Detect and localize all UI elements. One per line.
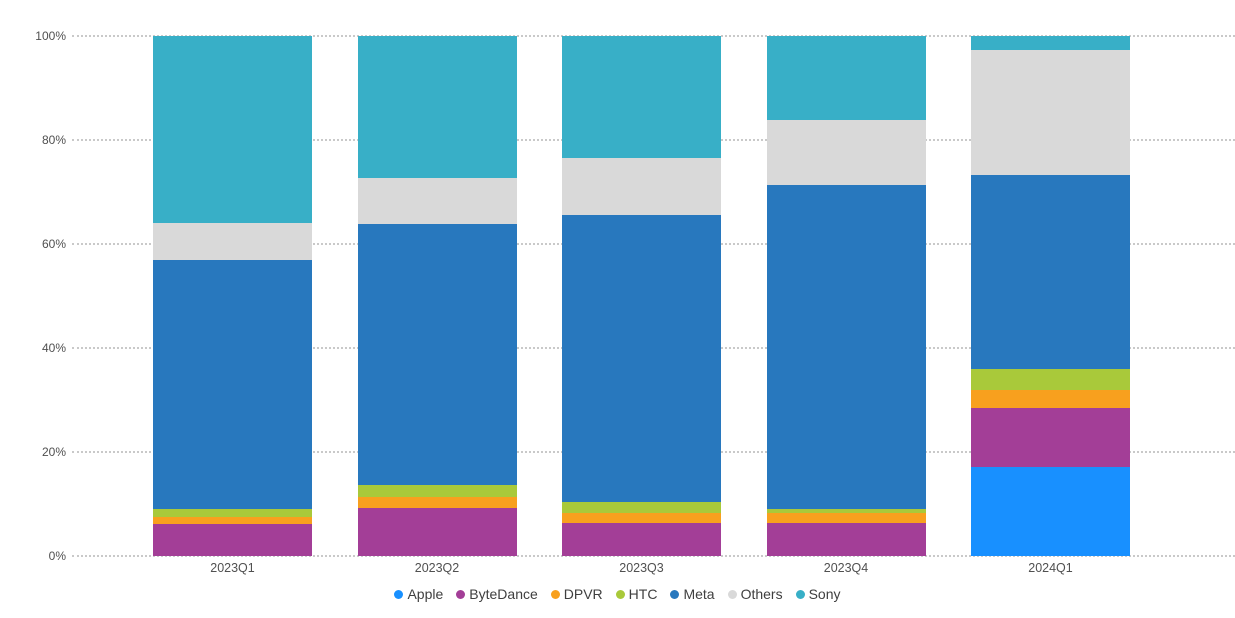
segment-htc-2024Q1[interactable] <box>971 369 1130 391</box>
legend-label: DPVR <box>563 586 603 602</box>
segment-dpvr-2023Q1[interactable] <box>153 517 312 525</box>
segment-htc-2023Q3[interactable] <box>562 502 721 514</box>
segment-sony-2023Q3[interactable] <box>562 36 721 158</box>
segment-sony-2023Q2[interactable] <box>357 36 517 178</box>
segment-meta-2023Q1[interactable] <box>153 259 312 510</box>
bar-2023Q2 <box>357 36 517 556</box>
segment-meta-2023Q3[interactable] <box>562 214 721 503</box>
legend-dot-bytedance <box>456 589 466 599</box>
segment-others-2023Q2[interactable] <box>357 178 517 224</box>
legend-item-bytedance[interactable]: ByteDance <box>456 586 538 602</box>
segment-apple-2024Q1[interactable] <box>971 467 1130 556</box>
bar-2023Q4 <box>766 36 926 556</box>
legend-item-meta[interactable]: Meta <box>670 586 715 602</box>
x-tick-label-2023Q4: 2023Q4 <box>823 561 869 575</box>
legend-label: Meta <box>683 586 715 602</box>
segment-sony-2023Q1[interactable] <box>153 36 312 224</box>
y-tick-label: 40% <box>41 341 66 355</box>
segment-others-2023Q3[interactable] <box>562 157 721 215</box>
segment-bytedance-2023Q2[interactable] <box>357 507 517 556</box>
segment-sony-2024Q1[interactable] <box>971 36 1130 51</box>
segment-bytedance-2023Q3[interactable] <box>562 522 721 556</box>
legend: Apple ByteDance DPVR HTC Meta Others Sony <box>0 586 1235 602</box>
y-tick-label: 20% <box>41 445 66 459</box>
legend-label: Others <box>740 586 783 602</box>
segment-htc-2023Q4[interactable] <box>766 508 926 513</box>
gridline-0% <box>72 555 1235 557</box>
segment-htc-2023Q1[interactable] <box>153 509 312 518</box>
legend-label: HTC <box>628 586 658 602</box>
segment-dpvr-2023Q3[interactable] <box>562 513 721 523</box>
legend-item-dpvr[interactable]: DPVR <box>550 586 603 602</box>
legend-dot-meta <box>670 589 680 599</box>
legend-dot-htc <box>615 589 625 599</box>
segment-dpvr-2023Q2[interactable] <box>357 496 517 508</box>
x-tick-label-2023Q2: 2023Q2 <box>414 561 460 575</box>
legend-dot-apple <box>394 589 404 599</box>
bar-2023Q3 <box>562 36 721 556</box>
x-tick-label-2023Q3: 2023Q3 <box>619 561 664 575</box>
legend-item-apple[interactable]: Apple <box>394 586 443 602</box>
legend-dot-sony <box>795 589 805 599</box>
legend-dot-others <box>727 589 737 599</box>
segment-others-2023Q4[interactable] <box>766 120 926 186</box>
legend-label: ByteDance <box>469 586 538 602</box>
segment-others-2024Q1[interactable] <box>971 50 1130 175</box>
x-tick-label-2023Q1: 2023Q1 <box>210 561 255 575</box>
segment-others-2023Q1[interactable] <box>153 223 312 260</box>
legend-label: Apple <box>407 586 444 602</box>
segment-htc-2023Q2[interactable] <box>357 484 517 497</box>
segment-bytedance-2023Q4[interactable] <box>766 523 926 556</box>
segment-sony-2023Q4[interactable] <box>766 36 926 121</box>
gridline-100% <box>72 35 1235 37</box>
legend-item-htc[interactable]: HTC <box>615 586 658 602</box>
segment-meta-2024Q1[interactable] <box>971 174 1130 370</box>
y-tick-label: 100% <box>35 29 66 43</box>
x-tick-label-2024Q1: 2024Q1 <box>1028 561 1073 575</box>
bar-2023Q1 <box>153 36 312 556</box>
y-tick-label: 0% <box>48 549 66 563</box>
legend-dot-dpvr <box>550 589 560 599</box>
segment-bytedance-2024Q1[interactable] <box>971 407 1130 468</box>
y-tick-label: 80% <box>41 133 66 147</box>
segment-meta-2023Q2[interactable] <box>357 223 517 485</box>
bar-2024Q1 <box>971 36 1130 556</box>
segment-dpvr-2023Q4[interactable] <box>766 512 926 524</box>
legend-item-sony[interactable]: Sony <box>795 586 841 602</box>
legend-label: Sony <box>808 586 841 602</box>
y-tick-label: 60% <box>41 237 66 251</box>
segment-bytedance-2023Q1[interactable] <box>153 524 312 556</box>
segment-meta-2023Q4[interactable] <box>766 185 926 509</box>
segment-dpvr-2024Q1[interactable] <box>971 390 1130 408</box>
legend-item-others[interactable]: Others <box>727 586 783 602</box>
